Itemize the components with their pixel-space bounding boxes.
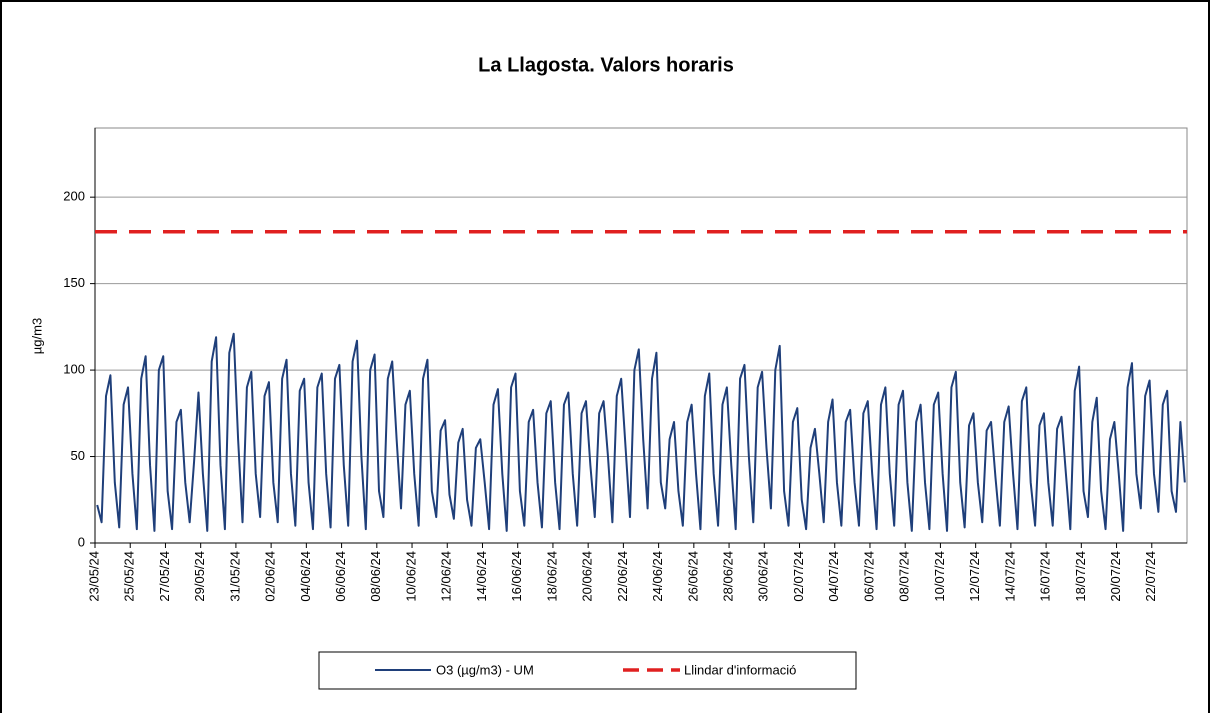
legend-label: Llindar d'informació xyxy=(684,662,796,677)
x-tick-label: 29/05/24 xyxy=(192,551,207,602)
y-axis-label: µg/m3 xyxy=(29,318,44,354)
x-tick-label: 26/06/24 xyxy=(685,551,700,602)
x-tick-label: 22/06/24 xyxy=(615,551,630,602)
legend-label: O3 (µg/m3) - UM xyxy=(436,662,534,677)
y-tick-label: 100 xyxy=(63,362,85,377)
x-tick-label: 14/07/24 xyxy=(1002,551,1017,602)
x-tick-label: 12/06/24 xyxy=(439,551,454,602)
x-tick-label: 06/06/24 xyxy=(333,551,348,602)
x-tick-label: 25/05/24 xyxy=(122,551,137,602)
y-tick-label: 200 xyxy=(63,189,85,204)
x-tick-label: 08/07/24 xyxy=(897,551,912,602)
y-tick-label: 150 xyxy=(63,275,85,290)
x-tick-label: 16/07/24 xyxy=(1038,551,1053,602)
x-tick-label: 18/06/24 xyxy=(544,551,559,602)
x-tick-label: 28/06/24 xyxy=(721,551,736,602)
x-tick-label: 08/06/24 xyxy=(368,551,383,602)
x-tick-label: 06/07/24 xyxy=(861,551,876,602)
x-tick-label: 20/06/24 xyxy=(580,551,595,602)
x-tick-label: 10/06/24 xyxy=(403,551,418,602)
x-tick-label: 31/05/24 xyxy=(227,551,242,602)
x-tick-label: 16/06/24 xyxy=(509,551,524,602)
x-tick-label: 27/05/24 xyxy=(157,551,172,602)
x-tick-label: 02/06/24 xyxy=(263,551,278,602)
x-tick-label: 04/07/24 xyxy=(826,551,841,602)
x-tick-label: 12/07/24 xyxy=(967,551,982,602)
x-tick-label: 02/07/24 xyxy=(791,551,806,602)
series-line xyxy=(96,332,1186,532)
x-tick-label: 22/07/24 xyxy=(1143,551,1158,602)
x-tick-label: 23/05/24 xyxy=(86,551,101,602)
x-tick-label: 10/07/24 xyxy=(932,551,947,602)
y-tick-label: 0 xyxy=(78,534,85,549)
x-tick-label: 30/06/24 xyxy=(756,551,771,602)
y-tick-label: 50 xyxy=(71,448,85,463)
x-tick-label: 04/06/24 xyxy=(298,551,313,602)
x-tick-label: 20/07/24 xyxy=(1108,551,1123,602)
chart-title: La Llagosta. Valors horaris xyxy=(478,54,734,76)
x-tick-label: 14/06/24 xyxy=(474,551,489,602)
x-tick-label: 18/07/24 xyxy=(1073,551,1088,602)
x-tick-label: 24/06/24 xyxy=(650,551,665,602)
